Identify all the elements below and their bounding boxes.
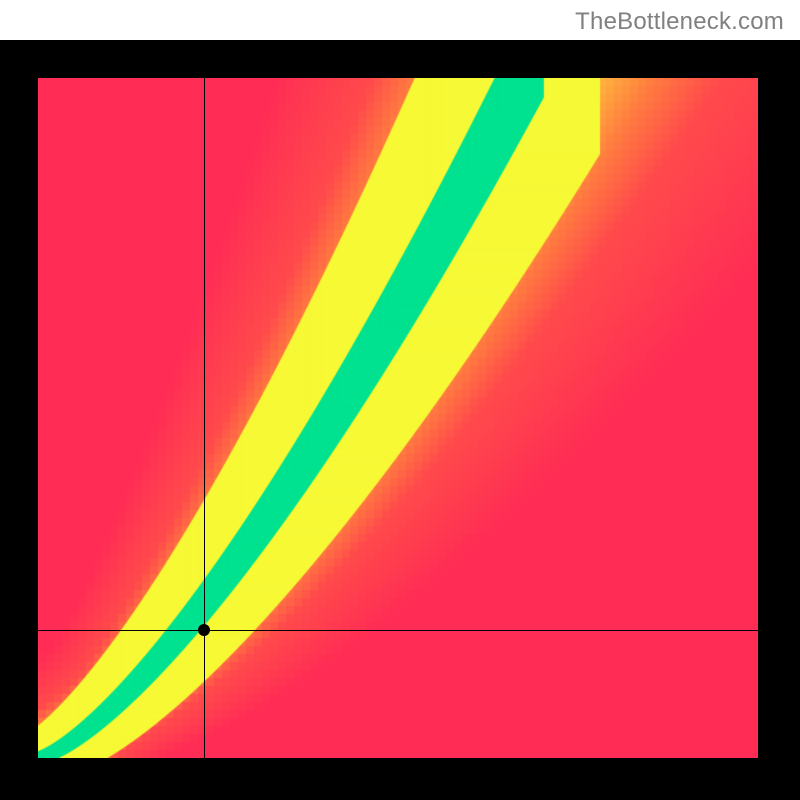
watermark-text: TheBottleneck.com (575, 8, 784, 36)
marker-dot (198, 624, 210, 636)
heatmap-canvas (38, 78, 758, 758)
plot-area (38, 78, 758, 758)
chart-container: TheBottleneck.com (0, 0, 800, 800)
plot-outer-border (0, 40, 800, 800)
crosshair-horizontal (38, 630, 758, 631)
crosshair-vertical (204, 78, 205, 758)
